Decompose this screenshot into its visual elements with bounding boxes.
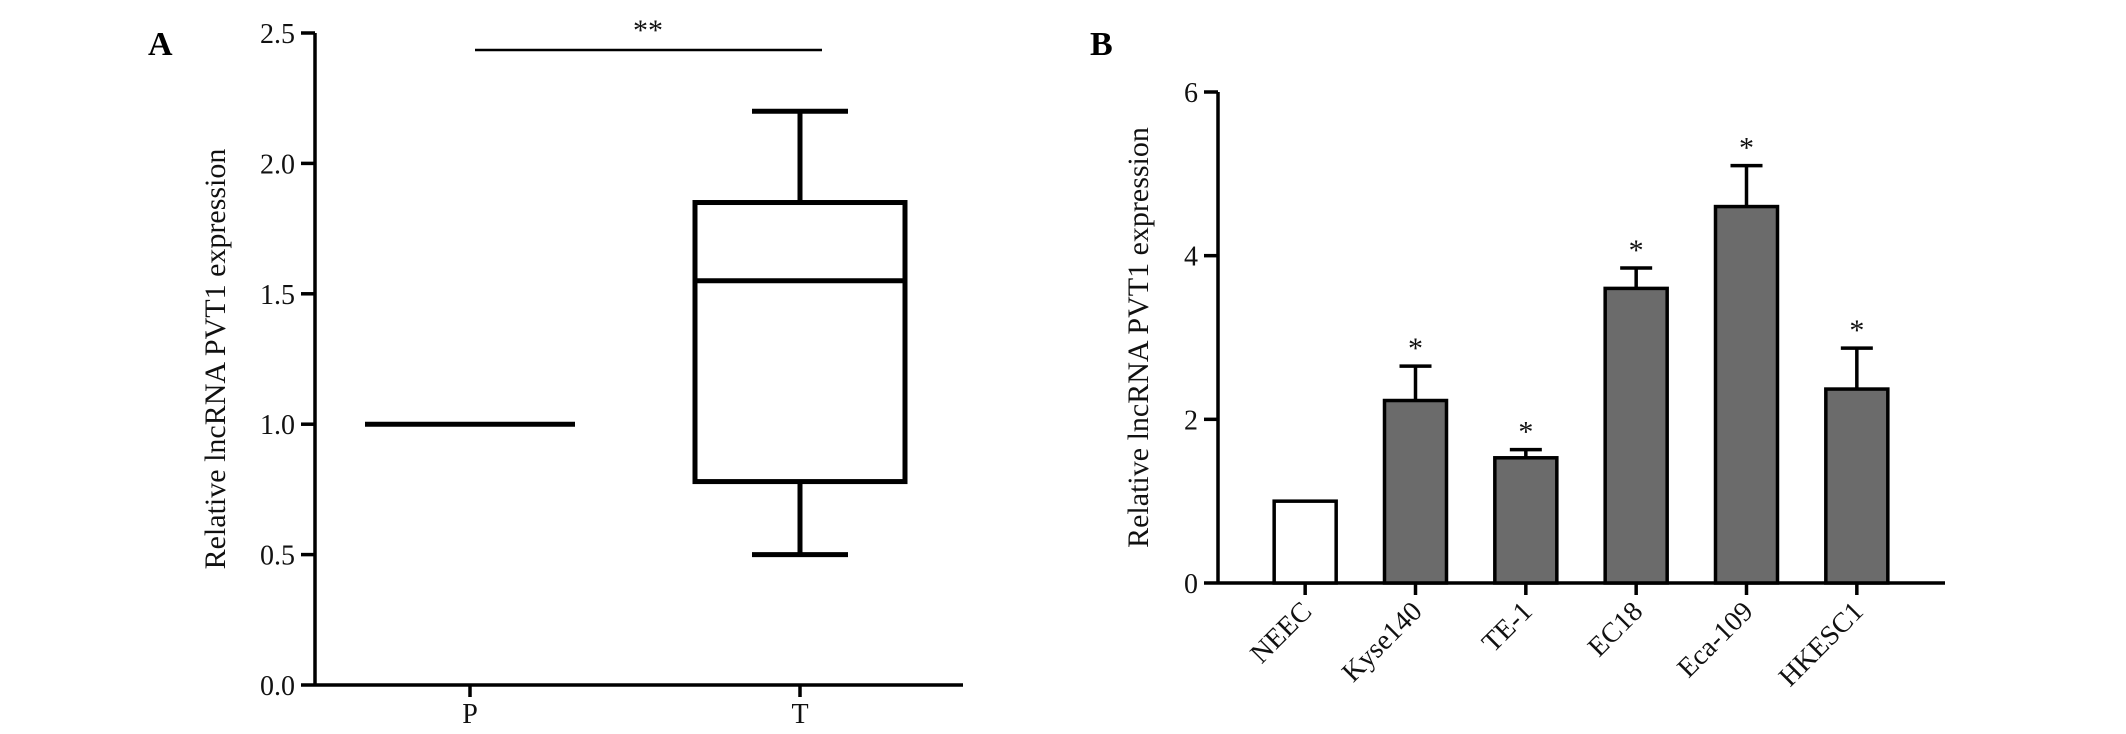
y-axis-title-a: Relative lncRNA PVT1 expression	[199, 149, 232, 570]
y-tick-label-b: 0	[1184, 569, 1198, 600]
panel-label-a: A	[148, 26, 173, 63]
bar	[1713, 204, 1780, 585]
panel-label-b: B	[1090, 26, 1113, 63]
box-iqr	[692, 200, 908, 485]
x-tick-label-b: EC18	[1582, 596, 1649, 663]
y-tick-label-a: 0.0	[260, 671, 295, 702]
significance-mark: *	[1849, 314, 1864, 347]
y-tick-label-a: 2.0	[260, 149, 295, 180]
x-tick-label-a: P	[462, 699, 478, 730]
significance-mark: *	[1408, 332, 1423, 365]
bar	[1493, 456, 1559, 585]
y-tick-label-a: 0.5	[260, 541, 295, 572]
bar	[1824, 387, 1890, 585]
bar	[1272, 499, 1338, 585]
x-tick-label-b: Eca-109	[1672, 596, 1760, 684]
y-axis-title-b: Relative lncRNA PVT1 expression	[1122, 127, 1155, 548]
significance-mark: *	[1518, 416, 1533, 449]
bar	[1382, 398, 1449, 585]
x-tick-label-a: T	[791, 699, 808, 730]
x-tick-label-b: HKESC1	[1773, 596, 1870, 693]
panel-b: B Relative lncRNA PVT1 expression 0 2 4 6 NE…	[1090, 26, 1945, 693]
significance-mark: *	[1739, 132, 1754, 165]
panel-a: A Relative lncRNA PVT1 expression 0.0 0.5…	[148, 14, 963, 730]
y-tick-label-b: 6	[1184, 78, 1198, 109]
bar	[1603, 286, 1669, 585]
x-tick-label-b: NEEC	[1244, 596, 1318, 670]
y-tick-label-a: 1.0	[260, 410, 295, 441]
y-tick-label-b: 4	[1184, 242, 1198, 273]
y-tick-label-a: 1.5	[260, 280, 295, 311]
significance-mark: *	[1629, 234, 1644, 267]
x-tick-label-b: Kyse140	[1336, 596, 1428, 688]
y-tick-label-b: 2	[1184, 405, 1198, 436]
x-tick-label-b: TE-1	[1476, 596, 1539, 659]
significance-label: **	[633, 14, 663, 47]
y-tick-label-a: 2.5	[260, 19, 295, 50]
